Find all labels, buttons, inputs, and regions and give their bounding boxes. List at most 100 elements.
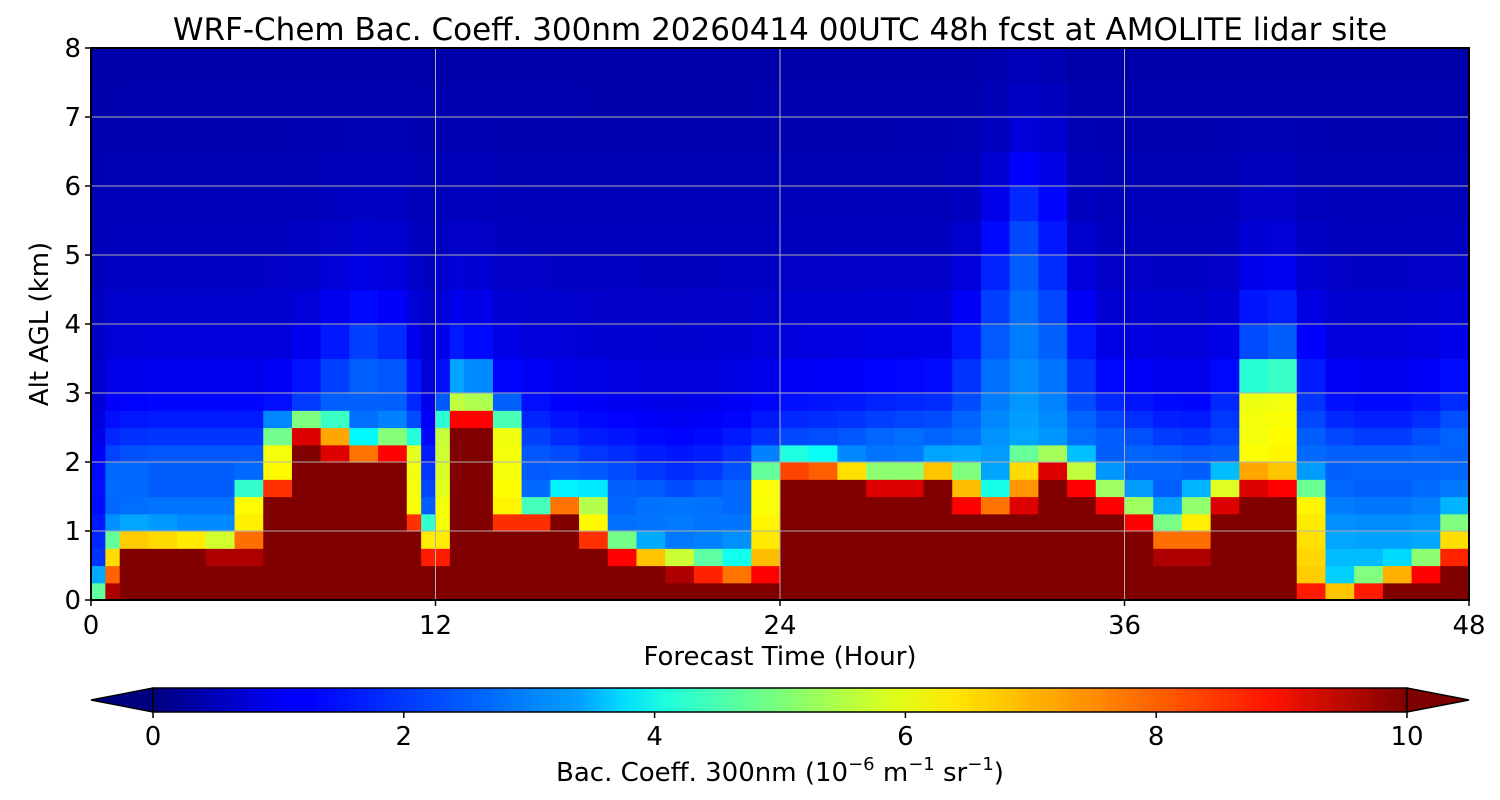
heatmap-cell [421, 548, 437, 567]
heatmap-cell [234, 548, 264, 567]
heatmap-cell [1009, 117, 1039, 153]
heatmap-cell [91, 393, 106, 411]
heatmap-cell [607, 358, 638, 394]
heatmap-cell [722, 82, 752, 118]
heatmap-cell [263, 513, 293, 532]
heatmap-cell [693, 444, 724, 463]
heatmap-cell [406, 82, 422, 118]
heatmap-cell [808, 289, 839, 325]
heatmap-cell [550, 513, 580, 532]
heatmap-cell [119, 410, 150, 429]
heatmap-cell [665, 186, 695, 222]
heatmap-cell [722, 462, 752, 480]
heatmap-cell [894, 531, 925, 549]
heatmap-cell [1009, 582, 1039, 600]
heatmap-cell [1296, 393, 1327, 411]
heatmap-cell [722, 151, 752, 187]
heatmap-cell [521, 410, 551, 429]
heatmap-cell [1382, 496, 1413, 515]
heatmap-cell [665, 48, 695, 84]
heatmap-cell [607, 531, 638, 549]
heatmap-cell [1239, 324, 1269, 360]
x-tick-label: 48 [1452, 611, 1485, 641]
heatmap-cell [693, 427, 724, 446]
heatmap-cell [923, 479, 953, 498]
heatmap-cell [1124, 117, 1154, 153]
heatmap-cell [1411, 220, 1441, 256]
heatmap-cell [406, 117, 422, 153]
heatmap-cell [492, 565, 523, 584]
heatmap-cell [205, 117, 236, 153]
heatmap-cell [205, 496, 236, 515]
heatmap-cell [837, 48, 867, 84]
heatmap-cell [1440, 565, 1469, 584]
heatmap-cell [894, 444, 925, 463]
heatmap-cell [1382, 82, 1413, 118]
heatmap-cell [1411, 82, 1441, 118]
heatmap-cell [1009, 531, 1039, 549]
heatmap-cell [1067, 565, 1097, 584]
heatmap-cell [837, 462, 867, 480]
heatmap-cell [464, 410, 494, 429]
heatmap-cell [866, 531, 896, 549]
heatmap-cell [521, 324, 551, 360]
heatmap-cell [378, 427, 408, 446]
heatmap-cell [349, 82, 379, 118]
heatmap-cell [234, 462, 264, 480]
heatmap-cell [636, 220, 666, 256]
heatmap-cell [421, 582, 437, 600]
heatmap-cell [1325, 324, 1355, 360]
heatmap-cell [449, 462, 465, 480]
heatmap-cell [492, 427, 523, 446]
heatmap-cell [349, 479, 379, 498]
heatmap-cell [1268, 427, 1298, 446]
heatmap-cell [349, 255, 379, 291]
heatmap-cell [349, 548, 379, 567]
heatmap-cell [205, 220, 236, 256]
heatmap-cell [980, 496, 1011, 515]
heatmap-cell [636, 117, 666, 153]
heatmap-cell [923, 427, 953, 446]
heatmap-cell [1124, 410, 1154, 429]
heatmap-cell [1268, 548, 1298, 567]
heatmap-cell [1124, 582, 1154, 600]
heatmap-cell [665, 82, 695, 118]
heatmap-cell [105, 479, 121, 498]
heatmap-cell [406, 410, 422, 429]
heatmap-cell [421, 444, 437, 463]
heatmap-cell [579, 462, 609, 480]
heatmap-cell [91, 186, 106, 222]
heatmap-cell [177, 427, 207, 446]
heatmap-cell [751, 82, 781, 118]
heatmap-cell [435, 444, 451, 463]
heatmap-cell [1210, 565, 1240, 584]
heatmap-cell [1411, 48, 1441, 84]
heatmap-cell [205, 582, 236, 600]
heatmap-cell [1239, 479, 1269, 498]
heatmap-cell [1095, 324, 1126, 360]
heatmap-cell [1354, 186, 1384, 222]
heatmap-cell [980, 82, 1011, 118]
heatmap-cell [148, 444, 178, 463]
heatmap-cell [808, 479, 839, 498]
heatmap-cell [866, 582, 896, 600]
heatmap-cell [177, 255, 207, 291]
heatmap-cell [550, 393, 580, 411]
heatmap-cell [751, 358, 781, 394]
heatmap-cell [1440, 324, 1469, 360]
heatmap-cell [406, 582, 422, 600]
heatmap-cell [1124, 151, 1154, 187]
heatmap-cell [492, 410, 523, 429]
heatmap-cell [837, 427, 867, 446]
heatmap-cell [435, 496, 451, 515]
heatmap-cell [693, 548, 724, 567]
heatmap-cell [105, 255, 121, 291]
heatmap-cell [234, 117, 264, 153]
heatmap-cell [91, 324, 106, 360]
heatmap-cell [636, 479, 666, 498]
heatmap-cell [894, 565, 925, 584]
heatmap-cell [1411, 255, 1441, 291]
heatmap-cell [205, 462, 236, 480]
heatmap-cell [1009, 548, 1039, 567]
heatmap-cell [722, 358, 752, 394]
